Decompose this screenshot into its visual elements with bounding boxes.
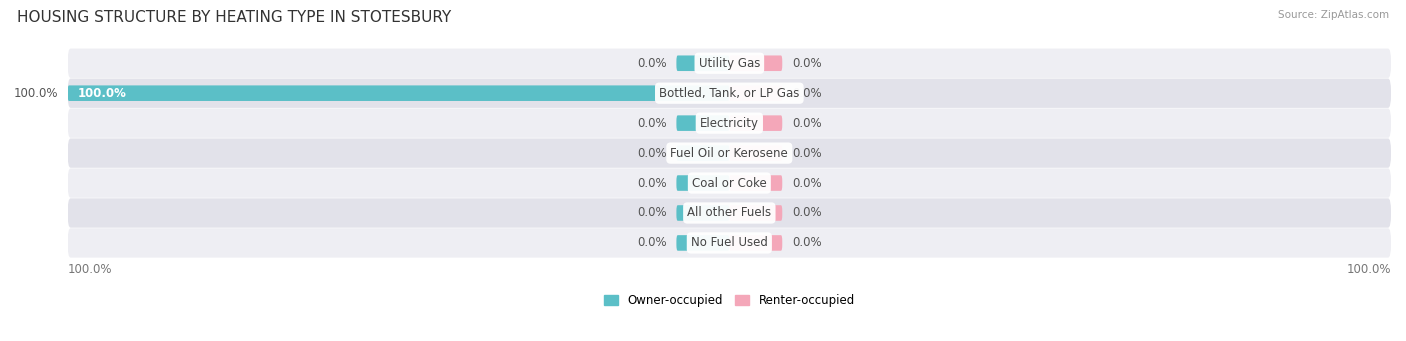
FancyBboxPatch shape <box>67 198 1391 228</box>
Text: Fuel Oil or Kerosene: Fuel Oil or Kerosene <box>671 147 789 160</box>
Text: 0.0%: 0.0% <box>792 117 823 130</box>
FancyBboxPatch shape <box>67 78 1391 108</box>
Text: 0.0%: 0.0% <box>792 236 823 250</box>
FancyBboxPatch shape <box>676 235 730 251</box>
FancyBboxPatch shape <box>67 108 1391 138</box>
FancyBboxPatch shape <box>67 228 1391 257</box>
Text: Source: ZipAtlas.com: Source: ZipAtlas.com <box>1278 10 1389 20</box>
Text: 0.0%: 0.0% <box>792 87 823 100</box>
Text: 0.0%: 0.0% <box>792 207 823 220</box>
FancyBboxPatch shape <box>676 56 730 71</box>
Text: 0.0%: 0.0% <box>637 236 666 250</box>
Text: 0.0%: 0.0% <box>637 147 666 160</box>
Text: Electricity: Electricity <box>700 117 759 130</box>
Text: 0.0%: 0.0% <box>637 207 666 220</box>
FancyBboxPatch shape <box>730 115 782 131</box>
Text: 0.0%: 0.0% <box>792 177 823 190</box>
Text: All other Fuels: All other Fuels <box>688 207 772 220</box>
Text: 0.0%: 0.0% <box>637 117 666 130</box>
FancyBboxPatch shape <box>730 205 782 221</box>
FancyBboxPatch shape <box>67 138 1391 168</box>
FancyBboxPatch shape <box>730 85 782 101</box>
FancyBboxPatch shape <box>730 175 782 191</box>
FancyBboxPatch shape <box>67 85 730 101</box>
Text: HOUSING STRUCTURE BY HEATING TYPE IN STOTESBURY: HOUSING STRUCTURE BY HEATING TYPE IN STO… <box>17 10 451 25</box>
FancyBboxPatch shape <box>676 205 730 221</box>
Text: 100.0%: 100.0% <box>1347 263 1391 276</box>
Text: No Fuel Used: No Fuel Used <box>690 236 768 250</box>
FancyBboxPatch shape <box>730 235 782 251</box>
Text: 100.0%: 100.0% <box>77 87 127 100</box>
Text: 100.0%: 100.0% <box>67 263 112 276</box>
Text: 0.0%: 0.0% <box>637 177 666 190</box>
FancyBboxPatch shape <box>67 168 1391 198</box>
Text: Bottled, Tank, or LP Gas: Bottled, Tank, or LP Gas <box>659 87 800 100</box>
Text: 0.0%: 0.0% <box>792 57 823 70</box>
Legend: Owner-occupied, Renter-occupied: Owner-occupied, Renter-occupied <box>605 294 855 307</box>
Text: 0.0%: 0.0% <box>637 57 666 70</box>
FancyBboxPatch shape <box>67 48 1391 78</box>
FancyBboxPatch shape <box>676 145 730 161</box>
Text: 100.0%: 100.0% <box>13 87 58 100</box>
FancyBboxPatch shape <box>730 145 782 161</box>
FancyBboxPatch shape <box>676 115 730 131</box>
FancyBboxPatch shape <box>676 175 730 191</box>
FancyBboxPatch shape <box>730 56 782 71</box>
Text: Utility Gas: Utility Gas <box>699 57 761 70</box>
Text: Coal or Coke: Coal or Coke <box>692 177 766 190</box>
Text: 0.0%: 0.0% <box>792 147 823 160</box>
